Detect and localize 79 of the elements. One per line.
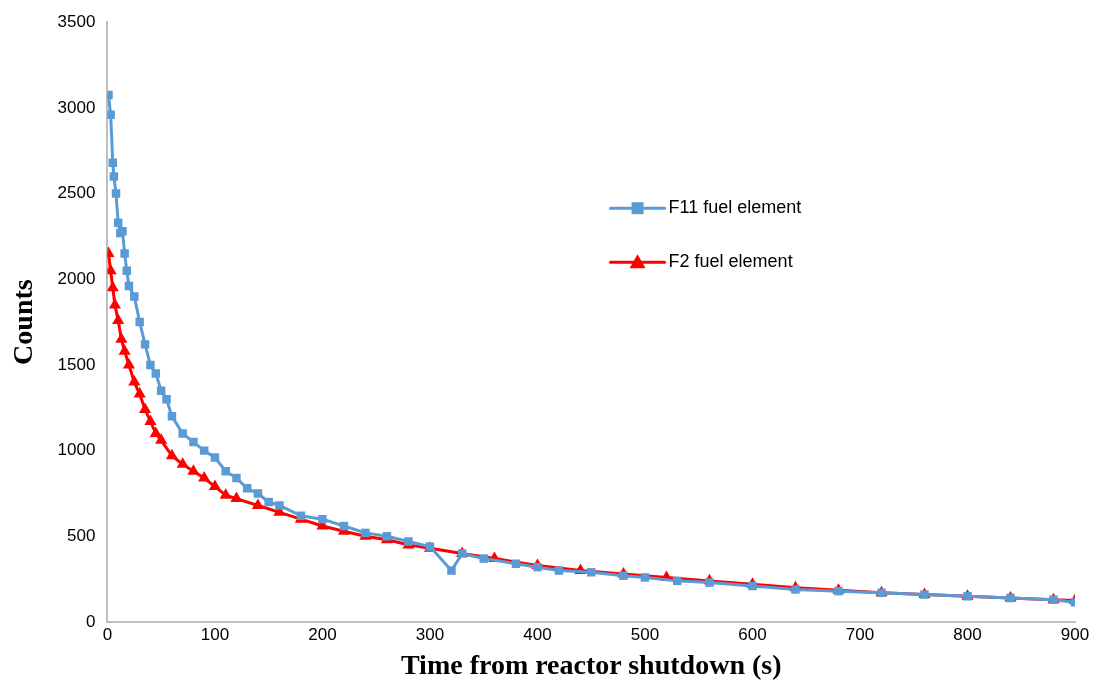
point [108, 158, 118, 167]
x-tick-label: 400 [523, 624, 552, 644]
point [447, 566, 456, 575]
point [242, 484, 252, 493]
point [178, 429, 187, 438]
point [208, 479, 221, 491]
point [108, 297, 122, 309]
point [167, 412, 177, 421]
y-tick-label: 1000 [57, 440, 96, 460]
point [199, 446, 209, 455]
point [115, 332, 128, 343]
point [138, 402, 152, 413]
point [111, 189, 121, 198]
point [165, 448, 178, 460]
point [533, 562, 542, 572]
y-tick-label: 3000 [57, 97, 96, 117]
point [135, 317, 144, 327]
point [122, 266, 132, 275]
point [264, 497, 273, 507]
y-tick-label: 0 [85, 611, 96, 631]
point [156, 386, 166, 395]
point [230, 491, 243, 503]
point [151, 369, 161, 378]
point [221, 466, 230, 476]
point [146, 360, 155, 370]
point [619, 571, 628, 580]
x-tick-label: 300 [415, 624, 445, 644]
point [318, 514, 327, 524]
point [112, 313, 125, 324]
point [748, 581, 757, 591]
point [275, 501, 284, 510]
point [189, 437, 198, 447]
point [113, 218, 123, 227]
point [128, 375, 141, 386]
point [479, 554, 488, 563]
point [232, 473, 241, 483]
y-tick-label: 1500 [57, 354, 96, 374]
point [109, 172, 119, 181]
legend-label: F11 fuel element [668, 197, 802, 218]
y-tick-label: 500 [67, 526, 96, 545]
y-axis-title: Counts [7, 279, 39, 365]
y-tick-label: 2500 [57, 183, 96, 203]
x-tick-label: 200 [308, 624, 337, 644]
x-tick-label: 700 [845, 624, 875, 644]
point [251, 498, 264, 509]
point [791, 585, 800, 594]
x-axis-title: Time from reactor shutdown (s) [400, 649, 782, 681]
point [705, 578, 714, 587]
point [219, 488, 232, 499]
point [118, 344, 131, 355]
x-tick-label: 100 [200, 624, 230, 644]
point [149, 426, 162, 437]
x-tick-label: 600 [738, 624, 767, 644]
point [554, 566, 564, 575]
point [120, 249, 129, 258]
point [107, 110, 115, 119]
x-tick-label: 0 [102, 624, 113, 644]
point [511, 559, 521, 568]
point [155, 433, 168, 444]
x-tick-label: 900 [1060, 624, 1090, 644]
point [210, 453, 220, 462]
point [130, 292, 139, 301]
point [144, 414, 157, 425]
point [187, 464, 200, 475]
x-tick-label: 500 [630, 624, 660, 644]
point [586, 568, 596, 577]
x-tick-label: 800 [953, 624, 982, 644]
point [133, 387, 146, 398]
point [198, 471, 211, 482]
point [122, 357, 135, 369]
point [107, 280, 119, 292]
y-tick-label: 3500 [57, 11, 96, 31]
point [253, 489, 263, 498]
point [162, 394, 171, 404]
point [140, 340, 150, 349]
point [640, 573, 650, 582]
y-tick-label: 2000 [57, 268, 96, 288]
legend-label: F2 fuel element [668, 251, 793, 272]
point [176, 457, 189, 468]
